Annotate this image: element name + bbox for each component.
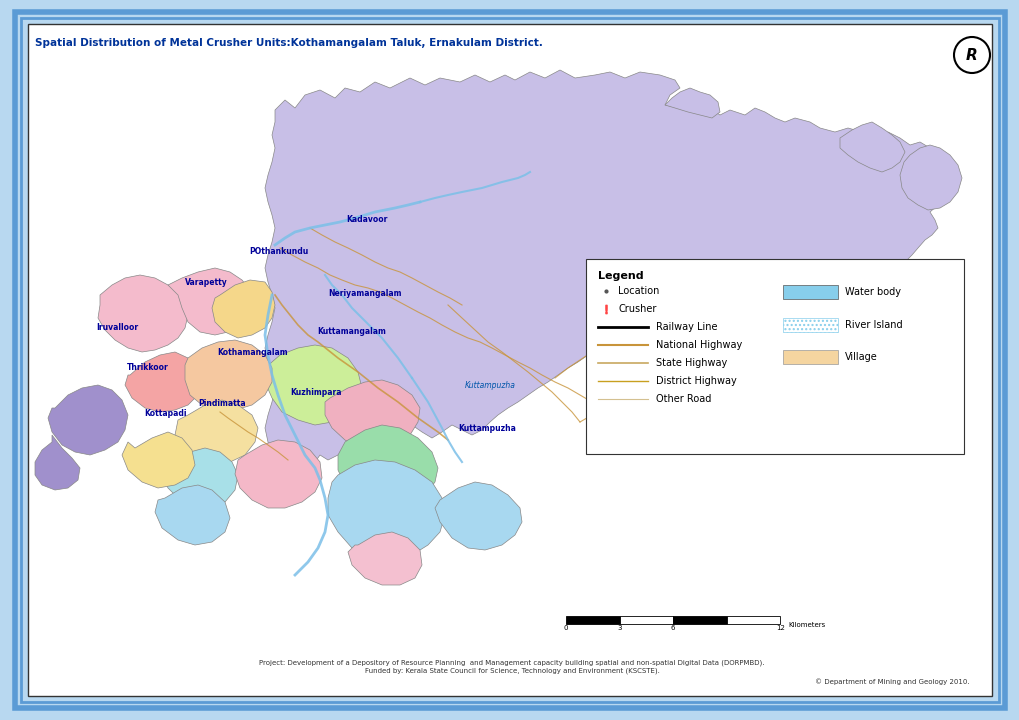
Polygon shape — [155, 485, 229, 545]
Bar — [782, 285, 837, 300]
Polygon shape — [175, 400, 258, 465]
Polygon shape — [337, 425, 437, 510]
Text: Kuzhimpara: Kuzhimpara — [290, 388, 341, 397]
Text: R: R — [965, 48, 977, 63]
Text: Legend: Legend — [598, 271, 643, 282]
Polygon shape — [325, 380, 420, 450]
Text: 0: 0 — [564, 625, 568, 631]
Text: Other Road: Other Road — [656, 395, 711, 404]
Polygon shape — [434, 482, 522, 550]
Polygon shape — [347, 532, 422, 585]
Text: Kuttampuzha: Kuttampuzha — [459, 424, 516, 433]
Polygon shape — [98, 275, 187, 352]
Text: 12: 12 — [775, 625, 784, 631]
Bar — [782, 350, 837, 364]
Text: Kadavoor: Kadavoor — [346, 215, 387, 224]
Text: River Island: River Island — [844, 320, 902, 330]
Text: Spatial Distribution of Metal Crusher Units:Kothamangalam Taluk, Ernakulam Distr: Spatial Distribution of Metal Crusher Un… — [35, 38, 542, 48]
Polygon shape — [899, 145, 961, 210]
Text: Kothamangalam: Kothamangalam — [217, 348, 288, 357]
Bar — [726, 616, 780, 624]
Bar — [620, 616, 673, 624]
Text: Railway Line: Railway Line — [656, 323, 717, 332]
Text: Neriyamangalam: Neriyamangalam — [328, 289, 401, 298]
Text: Water body: Water body — [844, 287, 900, 297]
Polygon shape — [122, 432, 195, 488]
Text: 6: 6 — [671, 625, 675, 631]
Text: © Department of Mining and Geology 2010.: © Department of Mining and Geology 2010. — [814, 678, 969, 685]
Text: Crusher: Crusher — [618, 304, 656, 314]
Text: Pindimatta: Pindimatta — [199, 399, 246, 408]
Polygon shape — [125, 352, 202, 412]
Text: Thrikkoor: Thrikkoor — [127, 363, 168, 372]
Polygon shape — [328, 460, 444, 560]
Polygon shape — [664, 88, 719, 118]
Polygon shape — [168, 268, 252, 335]
Polygon shape — [840, 122, 904, 172]
Text: District Highway: District Highway — [656, 376, 737, 386]
Text: Funded by: Kerala State Council for Science, Technology and Environment (KSCSTE): Funded by: Kerala State Council for Scie… — [364, 668, 659, 675]
Text: Varapetty: Varapetty — [184, 278, 227, 287]
Text: National Highway: National Highway — [656, 340, 742, 350]
Bar — [673, 616, 726, 624]
Polygon shape — [184, 340, 272, 412]
Text: POthankundu: POthankundu — [249, 248, 308, 256]
Text: Kuttamangalam: Kuttamangalam — [317, 327, 386, 336]
Text: 3: 3 — [616, 625, 622, 631]
Bar — [566, 616, 620, 624]
Text: Kottapadi: Kottapadi — [144, 410, 186, 418]
Polygon shape — [265, 70, 949, 470]
Text: Iruvalloor: Iruvalloor — [96, 323, 139, 332]
Text: State Highway: State Highway — [656, 358, 727, 368]
Polygon shape — [265, 345, 362, 425]
Polygon shape — [162, 448, 237, 508]
Text: Location: Location — [618, 286, 659, 296]
Text: Kilometers: Kilometers — [788, 622, 824, 628]
Polygon shape — [48, 385, 127, 455]
Polygon shape — [35, 435, 79, 490]
Polygon shape — [212, 280, 275, 338]
Text: Village: Village — [844, 352, 876, 362]
Bar — [782, 318, 837, 332]
Polygon shape — [234, 440, 322, 508]
Text: Kuttampuzha: Kuttampuzha — [464, 380, 515, 390]
Text: Project: Development of a Depository of Resource Planning  and Management capaci: Project: Development of a Depository of … — [259, 660, 764, 667]
Bar — [586, 259, 963, 454]
